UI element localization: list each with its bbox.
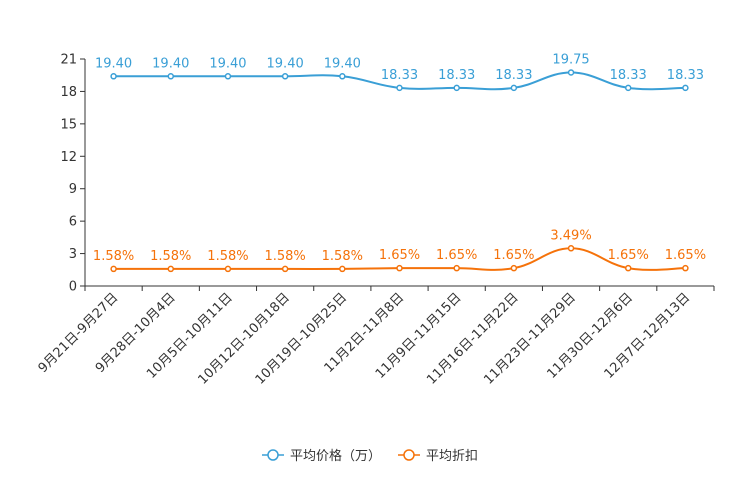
data-point[interactable] [224, 265, 232, 273]
data-point[interactable] [110, 73, 117, 80]
data-point[interactable] [682, 264, 689, 272]
data-label: 1.58% [207, 249, 248, 264]
data-point[interactable] [281, 73, 289, 80]
data-label: 1.58% [93, 249, 134, 264]
data-label: 19.40 [324, 56, 361, 71]
data-point[interactable] [567, 245, 575, 252]
series-0: 19.40 19.40 19.40 19.40 19.40 18.33 18.33 18.33… [95, 53, 704, 92]
y-tick-label: 15 [60, 117, 77, 132]
data-point[interactable] [167, 265, 175, 273]
data-label: 1.58% [150, 249, 191, 264]
y-tick-label: 18 [60, 85, 77, 100]
data-label: 3.49% [550, 228, 591, 243]
data-label: 1.58% [264, 249, 305, 264]
data-label: 18.33 [495, 68, 532, 83]
y-tick-label: 12 [60, 150, 77, 165]
data-label: 1.65% [665, 248, 706, 263]
data-label: 19.75 [552, 53, 589, 68]
data-label: 1.65% [379, 248, 420, 263]
data-point[interactable] [453, 264, 460, 272]
data-point[interactable] [510, 84, 518, 92]
legend-marker-icon [403, 449, 415, 461]
y-tick-label: 0 [69, 280, 77, 295]
y-tick-label: 6 [69, 215, 77, 230]
data-label: 18.33 [438, 68, 475, 83]
data-point[interactable] [567, 69, 575, 76]
data-point[interactable] [510, 264, 518, 272]
y-tick-label: 3 [69, 247, 77, 262]
data-label: 18.33 [610, 68, 647, 83]
y-tick-label: 21 [60, 53, 77, 68]
data-point[interactable] [396, 264, 403, 272]
data-label: 1.58% [322, 249, 363, 264]
data-label: 18.33 [381, 68, 418, 83]
legend-item-1[interactable]: 平均折扣 [398, 449, 478, 464]
series-layer: 19.40 19.40 19.40 19.40 19.40 18.33 18.33 18.33… [93, 53, 706, 273]
data-point[interactable] [110, 265, 117, 273]
series-1: 1.58% 1.58% 1.58% 1.58% 1.58% 1.65% 1.65% 1.65%… [93, 228, 706, 273]
data-point[interactable] [453, 84, 460, 92]
data-label: 1.65% [436, 248, 477, 263]
data-label: 19.40 [95, 56, 132, 71]
legend-item-0[interactable]: 平均价格（万） [262, 448, 381, 464]
axes: 0369121518219月21日-9月27日9月28日-10月4日10月5日-… [36, 53, 715, 388]
data-point[interactable] [624, 264, 632, 272]
legend-label: 平均价格（万） [290, 448, 381, 464]
legend-label: 平均折扣 [426, 449, 478, 464]
data-point[interactable] [396, 84, 403, 92]
data-label: 1.65% [608, 248, 649, 263]
data-point[interactable] [682, 84, 689, 92]
data-point[interactable] [281, 265, 289, 273]
data-point[interactable] [224, 73, 232, 80]
data-point[interactable] [339, 265, 346, 273]
y-tick-label: 9 [69, 182, 77, 197]
data-label: 19.40 [152, 56, 189, 71]
legend-marker-icon [267, 449, 279, 461]
legend[interactable]: 平均价格（万） 平均折扣 [262, 448, 478, 464]
data-label: 19.40 [209, 56, 246, 71]
data-point[interactable] [339, 73, 346, 80]
data-label: 18.33 [667, 68, 704, 83]
data-label: 19.40 [267, 56, 304, 71]
data-point[interactable] [167, 73, 175, 80]
data-point[interactable] [624, 84, 632, 92]
data-label: 1.65% [493, 248, 534, 263]
